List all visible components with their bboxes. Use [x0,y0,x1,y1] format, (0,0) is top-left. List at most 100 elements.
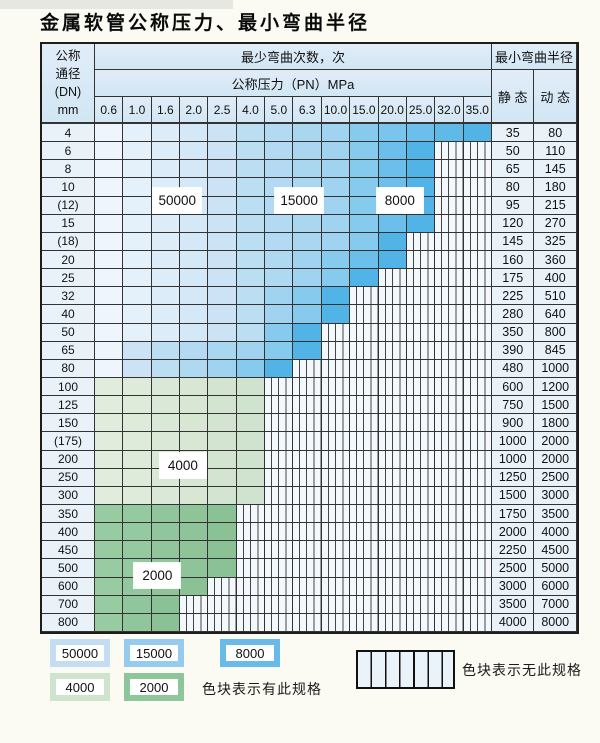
spec-available-cell [406,142,436,161]
spec-unavailable-cell [378,595,407,614]
spec-available-cell [293,232,322,251]
spec-unavailable-cell [321,378,351,397]
dynamic-radius-cell: 110 [534,142,577,161]
spec-available-cell [123,232,152,251]
spec-unavailable-cell [378,577,407,596]
spec-unavailable-cell [435,305,464,324]
spec-available-cell [208,541,237,560]
spec-unavailable-cell [378,396,407,415]
spec-available-cell [350,251,379,270]
spec-available-cell [180,541,209,560]
spec-available-cell [265,142,294,161]
dn-cell: 150 [42,414,95,433]
spec-available-cell [151,359,181,378]
spec-unavailable-cell [406,251,436,270]
static-radius-cell: 175 [491,269,535,288]
spec-unavailable-cell [378,523,407,542]
spec-unavailable-cell [378,468,407,487]
spec-unavailable-cell [265,450,294,469]
spec-available-cell [350,160,379,179]
spec-unavailable-cell [350,595,379,614]
spec-available-cell [151,595,181,614]
spec-unavailable-cell [435,378,464,397]
spec-available-cell [236,232,266,251]
dynamic-radius-cell: 4000 [534,523,577,542]
spec-available-cell [123,341,152,360]
spec-available-cell [293,142,322,161]
spec-available-cell [208,124,237,143]
spec-unavailable-cell [321,613,351,632]
legend-swatch-label: 2000 [139,679,169,695]
spec-available-cell [350,142,379,161]
dynamic-radius-cell: 1800 [534,414,577,433]
spec-available-cell [123,124,152,143]
spec-unavailable-cell [321,595,351,614]
spec-available-cell [293,341,322,360]
static-radius-cell: 2500 [491,559,535,578]
spec-available-cell [350,196,379,215]
spec-available-cell [321,124,351,143]
dn-cell: 25 [42,269,95,288]
spec-unavailable-cell [406,432,436,451]
spec-available-cell [123,269,152,288]
spec-available-cell [95,232,124,251]
spec-available-cell [123,613,152,632]
spec-available-cell [180,505,209,524]
spec-available-cell [123,450,152,469]
spec-unavailable-cell [406,305,436,324]
legend-unavailable-text: 色块表示无此规格 [462,662,582,678]
spec-available-cell [265,323,294,342]
static-radius-cell: 350 [491,323,535,342]
dynamic-header-cell: 动 态 [534,70,577,124]
spec-available-cell [180,559,209,578]
spec-available-cell [236,341,266,360]
legend-swatch-50000: 50000 [50,639,110,667]
spec-available-cell [265,214,294,233]
spec-available-cell [406,124,436,143]
spec-unavailable-cell [435,323,464,342]
spec-unavailable-cell [378,305,407,324]
spec-unavailable-cell [435,468,464,487]
spec-available-cell [236,359,266,378]
spec-available-cell [236,486,266,505]
static-header-cell: 静 态 [491,70,535,124]
static-radius-cell: 2250 [491,541,535,560]
spec-available-cell [151,613,181,632]
radius-header-cell: 最小弯曲半径 [491,44,577,70]
spec-unavailable-cell [435,196,464,215]
spec-available-cell [236,178,266,197]
spec-unavailable-cell [321,414,351,433]
pressure-column-header: 10.0 [321,97,351,124]
spec-available-cell [180,124,209,143]
spec-unavailable-cell [406,450,436,469]
dynamic-radius-cell: 640 [534,305,577,324]
static-radius-cell: 50 [491,142,535,161]
legend-swatch-15000: 15000 [124,639,184,667]
spec-unavailable-cell [463,486,492,505]
spec-available-cell [378,142,407,161]
spec-available-cell [123,396,152,415]
spec-unavailable-cell [406,468,436,487]
spec-unavailable-cell [321,341,351,360]
cycles-count-label-4000: 4000 [159,452,206,478]
spec-available-cell [236,396,266,415]
spec-unavailable-cell [435,450,464,469]
spec-available-cell [236,450,266,469]
spec-available-cell [406,160,436,179]
spec-unavailable-cell [350,486,379,505]
spec-available-cell [151,414,181,433]
spec-unavailable-cell [435,396,464,415]
spec-available-cell [350,232,379,251]
spec-unavailable-cell [350,450,379,469]
spec-unavailable-cell [350,613,379,632]
spec-unavailable-cell [435,486,464,505]
spec-available-cell [151,541,181,560]
spec-available-cell [236,160,266,179]
spec-unavailable-cell [463,577,492,596]
spec-available-cell [123,178,152,197]
spec-available-cell [95,396,124,415]
spec-unavailable-cell [463,432,492,451]
dn-cell: 6 [42,142,95,161]
dn-cell: 350 [42,505,95,524]
